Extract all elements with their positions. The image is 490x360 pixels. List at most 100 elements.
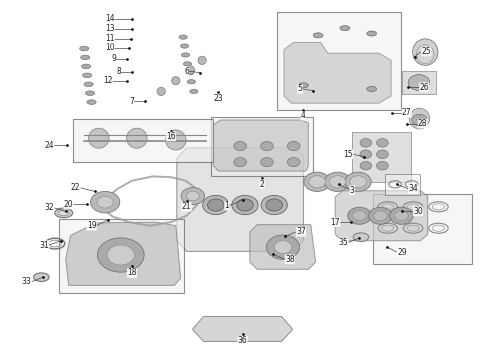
Circle shape: [353, 211, 367, 221]
Text: 16: 16: [166, 132, 176, 141]
Ellipse shape: [89, 128, 109, 148]
Circle shape: [376, 150, 388, 158]
Ellipse shape: [413, 39, 438, 65]
Text: 24: 24: [45, 141, 54, 150]
Circle shape: [369, 207, 392, 224]
Ellipse shape: [186, 66, 195, 74]
Ellipse shape: [179, 35, 187, 39]
Circle shape: [345, 172, 371, 192]
Ellipse shape: [190, 89, 198, 94]
Circle shape: [266, 199, 283, 211]
Polygon shape: [277, 12, 401, 111]
Circle shape: [207, 199, 224, 211]
Ellipse shape: [33, 273, 49, 282]
Text: 12: 12: [103, 76, 113, 85]
Bar: [402, 71, 436, 94]
Text: 4: 4: [301, 111, 306, 120]
Polygon shape: [213, 120, 308, 171]
Circle shape: [324, 172, 351, 192]
Ellipse shape: [181, 53, 190, 57]
Circle shape: [360, 139, 372, 147]
Ellipse shape: [82, 73, 92, 78]
Circle shape: [261, 157, 273, 167]
Text: 21: 21: [182, 202, 191, 211]
Polygon shape: [211, 117, 313, 176]
Text: 10: 10: [105, 43, 115, 52]
Circle shape: [234, 157, 246, 167]
Ellipse shape: [79, 46, 89, 51]
Text: 14: 14: [105, 14, 115, 23]
Text: 18: 18: [127, 268, 137, 277]
Ellipse shape: [353, 233, 369, 242]
Circle shape: [202, 195, 229, 215]
Text: 5: 5: [297, 84, 302, 93]
Ellipse shape: [80, 55, 90, 60]
Circle shape: [360, 161, 372, 170]
Circle shape: [329, 176, 346, 188]
Circle shape: [412, 114, 427, 126]
Circle shape: [237, 199, 253, 211]
Circle shape: [376, 161, 388, 170]
Ellipse shape: [166, 130, 186, 150]
Polygon shape: [250, 225, 316, 269]
Ellipse shape: [81, 64, 91, 69]
Text: 11: 11: [105, 34, 115, 43]
Text: 32: 32: [45, 203, 54, 212]
Circle shape: [360, 150, 372, 158]
Text: 35: 35: [339, 238, 348, 247]
Text: 36: 36: [238, 336, 247, 345]
Polygon shape: [66, 222, 181, 285]
Polygon shape: [373, 194, 471, 264]
Ellipse shape: [84, 82, 93, 87]
Text: 8: 8: [116, 67, 121, 76]
Ellipse shape: [87, 100, 96, 104]
Circle shape: [394, 211, 408, 221]
Text: 19: 19: [87, 221, 97, 230]
Circle shape: [376, 139, 388, 147]
Text: 7: 7: [129, 97, 134, 106]
Text: 20: 20: [64, 200, 74, 209]
Polygon shape: [74, 119, 213, 162]
Bar: [385, 174, 420, 195]
Circle shape: [288, 141, 300, 151]
Ellipse shape: [198, 56, 206, 64]
Text: 22: 22: [71, 183, 80, 192]
Text: 26: 26: [419, 83, 429, 92]
Polygon shape: [59, 219, 184, 293]
Circle shape: [98, 238, 144, 272]
Circle shape: [186, 192, 199, 201]
Polygon shape: [335, 191, 428, 241]
Text: 6: 6: [184, 67, 189, 76]
Text: 2: 2: [260, 180, 265, 189]
Circle shape: [408, 75, 430, 90]
Ellipse shape: [367, 31, 376, 36]
Polygon shape: [284, 42, 391, 103]
Ellipse shape: [409, 108, 430, 129]
Polygon shape: [177, 148, 303, 251]
Text: 9: 9: [111, 54, 116, 63]
Circle shape: [350, 176, 367, 188]
Circle shape: [309, 176, 325, 188]
Ellipse shape: [185, 71, 194, 75]
Circle shape: [261, 195, 288, 215]
Text: 37: 37: [296, 227, 306, 236]
Circle shape: [181, 188, 204, 204]
Text: 13: 13: [105, 24, 115, 33]
Ellipse shape: [313, 33, 323, 38]
Circle shape: [107, 245, 134, 265]
Circle shape: [261, 141, 273, 151]
Ellipse shape: [157, 87, 165, 95]
Circle shape: [304, 172, 330, 192]
Text: 3: 3: [350, 185, 355, 194]
Text: 27: 27: [402, 108, 412, 117]
Circle shape: [274, 241, 292, 253]
Circle shape: [97, 196, 113, 208]
Ellipse shape: [180, 44, 189, 48]
Ellipse shape: [183, 62, 192, 66]
Text: 28: 28: [418, 119, 427, 128]
Circle shape: [348, 207, 371, 224]
Polygon shape: [193, 316, 293, 342]
Ellipse shape: [126, 128, 147, 148]
Text: 34: 34: [408, 184, 418, 193]
Text: 31: 31: [40, 240, 49, 249]
